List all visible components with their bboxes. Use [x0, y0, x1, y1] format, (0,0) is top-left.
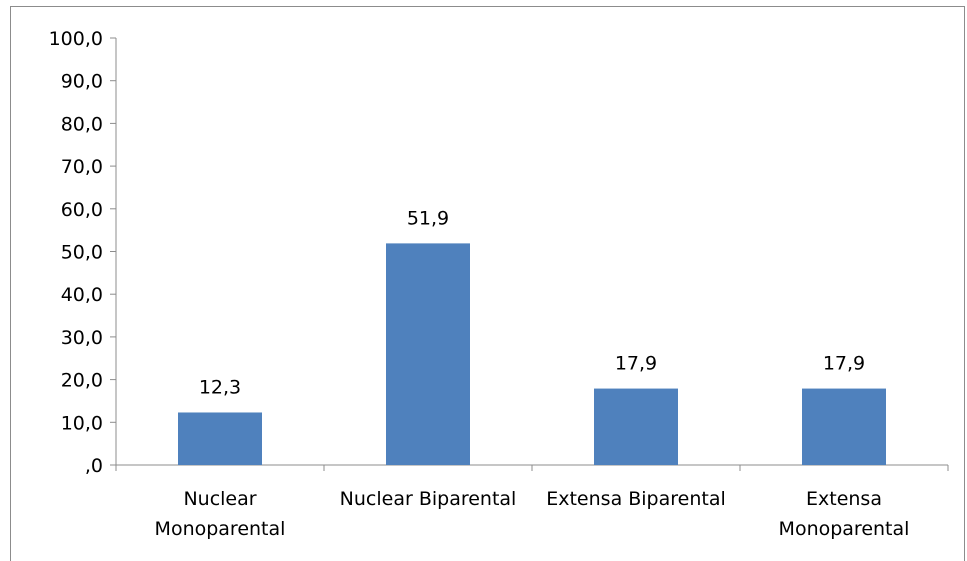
bar [594, 388, 678, 465]
y-axis: ,0 10,0 20,0 30,0 40,0 50,0 60,0 70,0 80,0 90,0 10… [49, 28, 117, 477]
category-labels: Nuclear Monoparental Nuclear Biparental Ext… [155, 488, 910, 540]
y-tick-label: 100,0 [49, 28, 103, 50]
bars [178, 243, 886, 465]
bar [802, 388, 886, 465]
y-tick-label: ,0 [85, 455, 103, 477]
bar-value-label: 12,3 [199, 376, 241, 398]
category-label: Nuclear Biparental [340, 488, 517, 510]
y-tick-label: 40,0 [61, 284, 103, 306]
chart-frame [10, 6, 965, 561]
y-tick-label: 50,0 [61, 242, 103, 264]
y-tick-label: 20,0 [61, 370, 103, 392]
y-tick-label: 30,0 [61, 327, 103, 349]
y-tick-label: 10,0 [61, 412, 103, 434]
bar [386, 243, 470, 465]
y-tick-label: 80,0 [61, 113, 103, 135]
category-label: Nuclear [183, 488, 256, 510]
bar-value-label: 17,9 [615, 353, 657, 375]
y-tick-label: 60,0 [61, 199, 103, 221]
x-axis [115, 464, 949, 471]
category-label: Extensa Biparental [546, 488, 726, 510]
category-label: Monoparental [155, 518, 286, 540]
category-label: Monoparental [779, 518, 910, 540]
bar [178, 412, 262, 465]
value-labels: 12,3 51,9 17,9 17,9 [199, 207, 865, 398]
bar-value-label: 17,9 [823, 353, 865, 375]
y-tick-label: 70,0 [61, 156, 103, 178]
bar-value-label: 51,9 [407, 207, 449, 229]
y-tick-label: 90,0 [61, 71, 103, 93]
category-label: Extensa [806, 488, 882, 510]
